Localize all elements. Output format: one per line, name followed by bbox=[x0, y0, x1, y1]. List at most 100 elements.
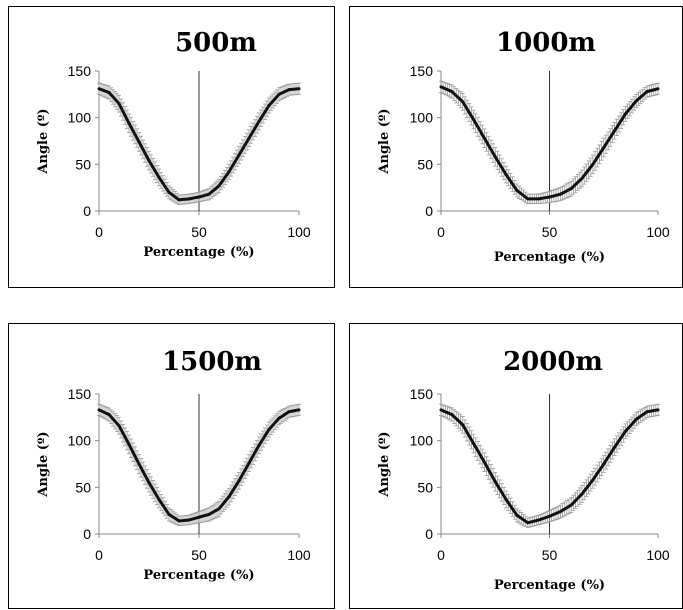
data-point bbox=[613, 129, 617, 133]
data-point bbox=[257, 443, 261, 447]
data-point bbox=[197, 195, 201, 199]
data-point bbox=[472, 118, 476, 122]
x-tick-label: 0 bbox=[95, 224, 103, 240]
chart-title: 1000m bbox=[496, 28, 596, 58]
data-point bbox=[656, 408, 660, 412]
data-point bbox=[493, 480, 497, 484]
data-point bbox=[580, 176, 584, 180]
data-point bbox=[580, 492, 584, 496]
chart-svg-4: 2000m 0 50 100 150 0 50 100 Percentage (%) Angle … bbox=[377, 347, 670, 593]
data-point bbox=[257, 119, 261, 123]
data-point bbox=[526, 521, 530, 525]
y-tick-label: 0 bbox=[425, 526, 433, 542]
y-axis-label: Angle (º) bbox=[377, 108, 392, 174]
y-axis-label: Angle (º) bbox=[377, 431, 392, 497]
y-tick-label: 50 bbox=[417, 156, 433, 172]
y-tick-label: 150 bbox=[410, 386, 434, 402]
data-point bbox=[107, 90, 111, 94]
data-point bbox=[137, 140, 141, 144]
data-point bbox=[537, 518, 541, 522]
y-tick-label: 0 bbox=[83, 526, 91, 542]
y-axis-label: Angle (º) bbox=[36, 108, 51, 174]
chart-panel-4: 2000m 0 50 100 150 0 50 100 Percentage (%) Angle … bbox=[349, 323, 683, 609]
data-point bbox=[623, 429, 627, 433]
chart-title: 2000m bbox=[503, 347, 603, 377]
data-point bbox=[137, 462, 141, 466]
data-point bbox=[450, 90, 454, 94]
y-tick-label: 0 bbox=[83, 203, 91, 219]
x-tick-label: 0 bbox=[437, 547, 445, 563]
data-point bbox=[277, 92, 281, 96]
data-point bbox=[602, 462, 606, 466]
x-tick-label: 0 bbox=[437, 224, 445, 240]
y-tick-label: 100 bbox=[68, 433, 92, 449]
data-point bbox=[504, 173, 508, 177]
chart-svg-2: 1000m 0 50 100 150 0 50 100 Percentage (%) Angle … bbox=[377, 28, 670, 265]
y-tick-label: 50 bbox=[75, 156, 91, 172]
data-point bbox=[634, 99, 638, 103]
chart-panel-1: 500m 0 50 100 150 0 50 100 Percentage (%) Angle (… bbox=[8, 6, 335, 288]
data-point bbox=[548, 195, 551, 199]
y-tick-label: 100 bbox=[410, 433, 434, 449]
data-point bbox=[504, 497, 508, 501]
data-point bbox=[461, 423, 465, 427]
data-point bbox=[515, 188, 519, 192]
x-tick-label: 100 bbox=[287, 224, 311, 240]
data-point bbox=[634, 417, 638, 421]
x-tick-label: 50 bbox=[191, 547, 207, 563]
data-point bbox=[237, 153, 241, 157]
error-bars bbox=[439, 80, 660, 204]
x-tick-label: 50 bbox=[542, 547, 558, 563]
data-point bbox=[558, 510, 562, 514]
y-axis-label: Angle (º) bbox=[36, 431, 51, 497]
data-point bbox=[167, 190, 171, 194]
chart-title: 500m bbox=[175, 28, 257, 58]
data-point bbox=[267, 104, 271, 108]
chart-panel-2: 1000m 0 50 100 150 0 50 100 Percentage (%) Angle … bbox=[349, 6, 683, 288]
chart-svg-3: 1500m 0 50 100 150 0 50 100 Percentage (%) Angle … bbox=[36, 347, 311, 583]
data-point bbox=[461, 100, 465, 104]
data-point bbox=[127, 121, 131, 125]
data-point bbox=[613, 445, 617, 449]
data-point bbox=[526, 197, 530, 201]
data-point bbox=[197, 515, 201, 519]
y-tick-label: 50 bbox=[417, 479, 433, 495]
data-point bbox=[439, 85, 443, 89]
data-point bbox=[267, 427, 271, 431]
x-tick-label: 50 bbox=[542, 224, 558, 240]
data-point bbox=[217, 507, 221, 511]
data-point bbox=[623, 112, 627, 116]
x-tick-label: 50 bbox=[191, 224, 207, 240]
data-point bbox=[207, 192, 211, 196]
y-tick-label: 100 bbox=[410, 110, 434, 126]
data-point bbox=[287, 88, 291, 92]
data-point bbox=[537, 197, 541, 201]
data-point bbox=[177, 198, 181, 202]
data-point bbox=[167, 512, 171, 516]
data-point bbox=[227, 170, 231, 174]
data-point bbox=[97, 408, 101, 412]
data-point bbox=[482, 136, 486, 140]
x-tick-label: 100 bbox=[646, 547, 670, 563]
data-point bbox=[287, 410, 291, 414]
data-point bbox=[569, 503, 573, 507]
x-axis-label: Percentage (%) bbox=[494, 250, 605, 265]
x-tick-label: 100 bbox=[287, 547, 311, 563]
data-point bbox=[645, 410, 649, 414]
data-point bbox=[515, 513, 519, 517]
data-point bbox=[602, 146, 606, 150]
data-point bbox=[227, 495, 231, 499]
x-tick-label: 100 bbox=[646, 224, 670, 240]
x-axis-label: Percentage (%) bbox=[494, 578, 605, 593]
data-point bbox=[207, 512, 211, 516]
chart-title: 1500m bbox=[162, 347, 262, 377]
data-point bbox=[97, 87, 101, 91]
x-tick-label: 0 bbox=[95, 547, 103, 563]
data-point bbox=[117, 102, 121, 106]
y-tick-label: 100 bbox=[68, 110, 92, 126]
data-point bbox=[107, 413, 111, 417]
data-point bbox=[569, 187, 573, 191]
data-point bbox=[558, 192, 562, 196]
data-point bbox=[297, 87, 301, 91]
data-point bbox=[439, 408, 443, 412]
